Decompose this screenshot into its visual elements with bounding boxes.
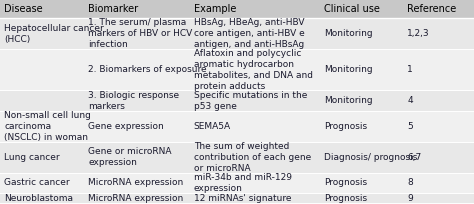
Text: 12 miRNAs' signature: 12 miRNAs' signature [194,194,292,203]
Text: Specific mutations in the
p53 gene: Specific mutations in the p53 gene [194,91,307,111]
FancyBboxPatch shape [0,49,474,90]
Text: Reference: Reference [407,4,456,14]
Text: Neuroblastoma: Neuroblastoma [4,194,73,203]
Text: Non-small cell lung
carcinoma
(NSCLC) in woman: Non-small cell lung carcinoma (NSCLC) in… [4,111,91,142]
Text: 9: 9 [407,194,413,203]
Text: 8: 8 [407,178,413,187]
FancyBboxPatch shape [0,173,474,193]
FancyBboxPatch shape [0,90,474,111]
FancyBboxPatch shape [0,142,474,173]
Text: 1,2,3: 1,2,3 [407,29,430,38]
Text: Lung cancer: Lung cancer [4,153,60,162]
Text: Gastric cancer: Gastric cancer [4,178,70,187]
Text: Diagnosis/ prognosis: Diagnosis/ prognosis [324,153,418,162]
Text: 6,7: 6,7 [407,153,421,162]
Text: Clinical use: Clinical use [324,4,380,14]
Text: Gene expression: Gene expression [88,122,164,131]
Text: 4: 4 [407,96,413,105]
Text: Disease: Disease [4,4,43,14]
Text: 1. The serum/ plasma
markers of HBV or HCV
infection: 1. The serum/ plasma markers of HBV or H… [88,18,192,49]
Text: 2. Biomarkers of exposure: 2. Biomarkers of exposure [88,65,207,74]
Text: Prognosis: Prognosis [324,194,367,203]
FancyBboxPatch shape [0,18,474,49]
Text: Aflatoxin and polycyclic
aromatic hydrocarbon
metabolites, and DNA and
protein a: Aflatoxin and polycyclic aromatic hydroc… [194,49,313,91]
Text: Monitoring: Monitoring [324,96,373,105]
FancyBboxPatch shape [0,111,474,142]
Text: SEMA5A: SEMA5A [194,122,231,131]
Text: The sum of weighted
contribution of each gene
or microRNA: The sum of weighted contribution of each… [194,142,311,173]
Text: miR-34b and miR-129
expression: miR-34b and miR-129 expression [194,173,292,193]
Text: Prognosis: Prognosis [324,122,367,131]
Text: MicroRNA expression: MicroRNA expression [88,178,183,187]
Text: 3. Biologic response
markers: 3. Biologic response markers [88,91,179,111]
Text: Biomarker: Biomarker [88,4,138,14]
Text: Gene or microRNA
expression: Gene or microRNA expression [88,147,172,167]
Text: 5: 5 [407,122,413,131]
Text: HBsAg, HBeAg, anti-HBV
core antigen, anti-HBV e
antigen, and anti-HBsAg: HBsAg, HBeAg, anti-HBV core antigen, ant… [194,18,305,49]
Text: Monitoring: Monitoring [324,65,373,74]
FancyBboxPatch shape [0,193,474,203]
Text: MicroRNA expression: MicroRNA expression [88,194,183,203]
Text: 1: 1 [407,65,413,74]
Text: Example: Example [194,4,236,14]
Text: Hepatocellular cancer
(HCC): Hepatocellular cancer (HCC) [4,24,104,44]
FancyBboxPatch shape [0,0,474,18]
Text: Monitoring: Monitoring [324,29,373,38]
Text: Prognosis: Prognosis [324,178,367,187]
